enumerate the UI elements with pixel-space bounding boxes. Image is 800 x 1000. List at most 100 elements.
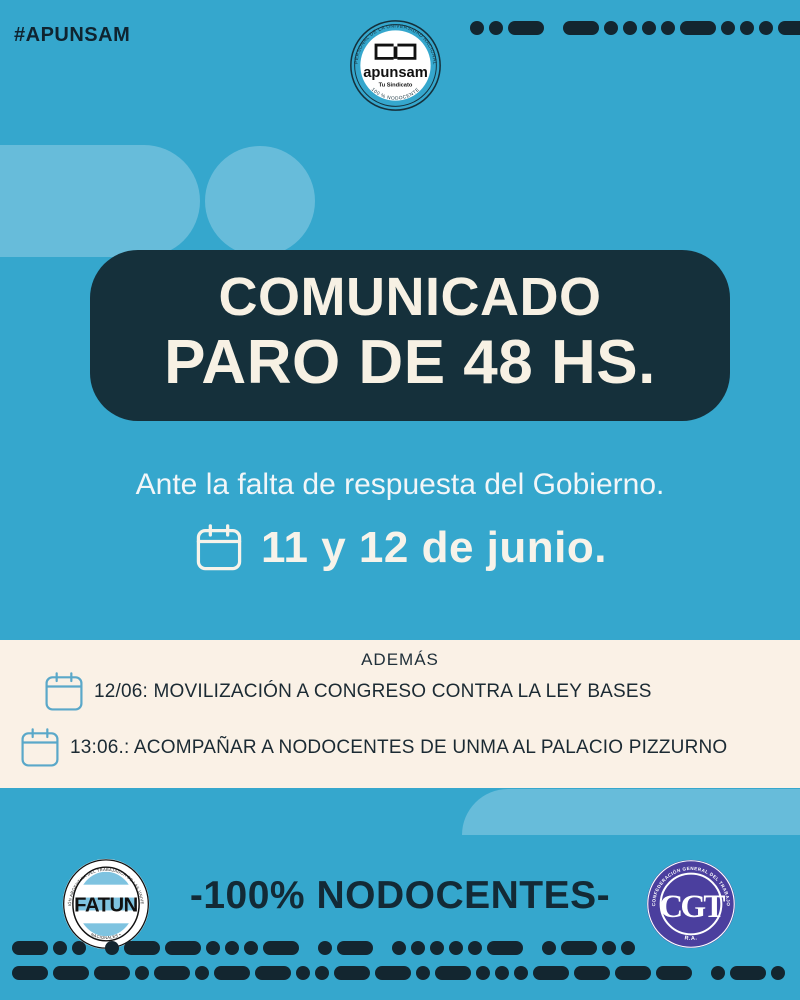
morse-dash — [730, 966, 766, 980]
morse-dash — [508, 21, 544, 35]
headline-line-2: PARO DE 48 HS. — [164, 328, 656, 398]
morse-strip-bottom-1 — [12, 941, 635, 955]
morse-dash — [487, 941, 523, 955]
morse-dot — [296, 966, 310, 980]
calendar-icon — [18, 726, 62, 770]
band-row-text: 13:06.: ACOMPAÑAR A NODOCENTES DE UNMA A… — [70, 737, 728, 758]
morse-dash — [574, 966, 610, 980]
hashtag-label: #APUNSAM — [14, 24, 131, 46]
morse-dot — [470, 21, 484, 35]
morse-gap — [91, 948, 100, 949]
morse-dot — [411, 941, 425, 955]
morse-dash — [12, 966, 48, 980]
morse-dot — [495, 966, 509, 980]
band-row-text: 12/06: MOVILIZACIÓN A CONGRESO CONTRA LA… — [94, 681, 652, 702]
date-row: 11 y 12 de junio. — [0, 522, 800, 574]
calendar-icon — [42, 670, 86, 714]
band-row: 12/06: MOVILIZACIÓN A CONGRESO CONTRA LA… — [42, 670, 652, 714]
svg-text:NACIONALES •: NACIONALES • — [90, 932, 122, 940]
morse-dash — [435, 966, 471, 980]
morse-dot — [711, 966, 725, 980]
svg-text:apunsam: apunsam — [363, 65, 428, 81]
morse-dash — [615, 966, 651, 980]
morse-dot — [661, 21, 675, 35]
decorative-pill-shape — [0, 145, 200, 257]
morse-dash — [680, 21, 716, 35]
morse-dot — [416, 966, 430, 980]
morse-dot — [642, 21, 656, 35]
morse-dot — [72, 941, 86, 955]
morse-dash — [563, 21, 599, 35]
morse-dash — [255, 966, 291, 980]
morse-dash — [165, 941, 201, 955]
svg-text:CGT: CGT — [659, 888, 725, 925]
morse-gap — [304, 948, 313, 949]
morse-dash — [533, 966, 569, 980]
decorative-circle-shape — [205, 146, 315, 256]
band-title: ADEMÁS — [361, 650, 439, 669]
fatun-logo-icon: FATUN FEDERACIÓN ARGENTINA DEL TRABAJADO… — [58, 854, 150, 950]
cgt-logo: CONFEDERACIÓN GENERAL DEL TRABAJO R.A. C… — [645, 858, 737, 950]
morse-dot — [53, 941, 67, 955]
morse-dot — [771, 966, 785, 980]
morse-dash — [656, 966, 692, 980]
morse-dot — [244, 941, 258, 955]
morse-dot — [449, 941, 463, 955]
morse-dash — [337, 941, 373, 955]
morse-dash — [53, 966, 89, 980]
morse-dot — [740, 21, 754, 35]
morse-dot — [623, 21, 637, 35]
morse-dot — [542, 941, 556, 955]
band-row: 13:06.: ACOMPAÑAR A NODOCENTES DE UNMA A… — [18, 726, 727, 770]
morse-dot — [206, 941, 220, 955]
subtitle-text: Ante la falta de respuesta del Gobierno. — [135, 468, 665, 501]
svg-text:FATUN: FATUN — [74, 894, 138, 916]
morse-dot — [604, 21, 618, 35]
cgt-logo-icon: CONFEDERACIÓN GENERAL DEL TRABAJO R.A. C… — [646, 859, 736, 949]
morse-dash — [263, 941, 299, 955]
morse-dash — [12, 941, 48, 955]
morse-gap — [528, 948, 537, 949]
decorative-lower-band-shape — [462, 789, 800, 835]
svg-text:Tu Sindicato: Tu Sindicato — [379, 82, 413, 88]
footer-slogan: -100% NODOCENTES- — [189, 874, 611, 917]
headline-box: COMUNICADO PARO DE 48 HS. — [90, 250, 730, 421]
morse-gap — [697, 973, 706, 974]
morse-dot — [430, 941, 444, 955]
morse-dot — [759, 21, 773, 35]
morse-dot — [468, 941, 482, 955]
morse-dot — [318, 941, 332, 955]
morse-dot — [315, 966, 329, 980]
morse-gap — [378, 948, 387, 949]
morse-dash — [778, 21, 800, 35]
morse-strip-top — [470, 21, 800, 35]
svg-text:R.A.: R.A. — [684, 935, 698, 942]
morse-gap — [549, 28, 558, 29]
morse-dot — [392, 941, 406, 955]
morse-dash — [561, 941, 597, 955]
morse-dash — [124, 941, 160, 955]
info-band: ADEMÁS 12/06: MOVILIZACIÓN A CONGRESO CO… — [0, 640, 800, 788]
morse-dot — [721, 21, 735, 35]
morse-dot — [602, 941, 616, 955]
calendar-icon — [193, 522, 245, 574]
morse-dot — [195, 966, 209, 980]
apunsam-logo: ASOCIACIÓN DE PERSONAL DE LA UNIVERSIDAD… — [346, 13, 443, 113]
fatun-logo: FATUN FEDERACIÓN ARGENTINA DEL TRABAJADO… — [58, 854, 152, 950]
morse-strip-bottom-2 — [12, 966, 785, 980]
morse-dot — [514, 966, 528, 980]
headline-line-1: COMUNICADO — [218, 267, 602, 327]
morse-dot — [489, 21, 503, 35]
morse-dot — [225, 941, 239, 955]
morse-dot — [476, 966, 490, 980]
morse-dot — [135, 966, 149, 980]
morse-dash — [154, 966, 190, 980]
date-text: 11 y 12 de junio. — [261, 523, 607, 572]
apunsam-logo-icon: ASOCIACIÓN DE PERSONAL DE LA UNIVERSIDAD… — [346, 13, 442, 112]
morse-dot — [621, 941, 635, 955]
morse-dash — [334, 966, 370, 980]
morse-dash — [375, 966, 411, 980]
morse-dash — [94, 966, 130, 980]
morse-dot — [105, 941, 119, 955]
